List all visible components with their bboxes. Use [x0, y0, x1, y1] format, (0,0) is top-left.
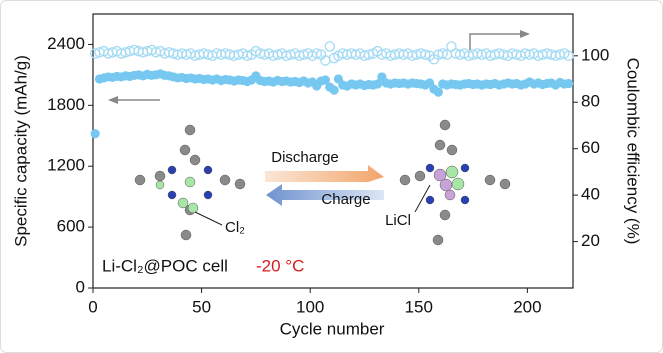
y-tick-label: 2400	[47, 34, 85, 53]
y-tick-label: 600	[57, 217, 85, 236]
capacity-point	[320, 75, 330, 85]
y2-tick-label: 100	[581, 45, 609, 64]
x-axis-title: Cycle number	[280, 319, 385, 338]
x-tick-label: 200	[513, 297, 541, 316]
pointer	[194, 211, 223, 226]
axis-arrow-left-head	[108, 96, 118, 104]
y2-tick-label: 20	[581, 231, 600, 250]
y2-tick-label: 40	[581, 185, 600, 204]
annotation: Li-Cl₂@POC cell	[102, 256, 228, 275]
x-tick-label: 0	[88, 297, 97, 316]
capacity-point	[90, 129, 100, 139]
x-tick-label: 50	[192, 297, 211, 316]
y-tick-label: 1200	[47, 156, 85, 175]
x-tick-label: 100	[296, 297, 324, 316]
capacity-point	[433, 87, 443, 97]
y2-axis-title: Coulombic efficiency (%)	[624, 58, 643, 245]
discharge-arrow	[265, 165, 384, 182]
charge-arrow	[266, 184, 384, 206]
efficiency-point	[241, 50, 253, 62]
efficiency-point	[563, 50, 574, 62]
efficiency-point	[324, 41, 335, 52]
axis-arrow-right-head	[520, 30, 530, 38]
pointer	[414, 184, 431, 213]
efficiency-point	[311, 48, 322, 59]
annotation: Discharge	[271, 149, 339, 166]
y-axis-title: Specific capacity (mAh/g)	[11, 55, 30, 247]
capacity-point	[372, 79, 383, 89]
efficiency-point	[420, 49, 431, 60]
y2-tick-label: 80	[581, 92, 600, 111]
y-tick-label: 0	[76, 277, 85, 296]
x-tick-label: 150	[405, 297, 433, 316]
capacity-point	[329, 85, 339, 95]
efficiency-point	[363, 49, 375, 60]
y2-tick-label: 60	[581, 138, 600, 157]
axis-arrow-right	[469, 33, 525, 50]
annotation: Charge	[321, 191, 370, 208]
y-tick-label: 1800	[47, 95, 85, 114]
efficiency-point	[437, 48, 448, 59]
annotation: -20 °C	[256, 256, 304, 275]
plot-frame	[92, 13, 574, 289]
annotation: Cl₂	[225, 219, 245, 236]
molecule-cl2	[134, 124, 246, 241]
annotation: LiCl	[385, 212, 411, 229]
molecule-licl	[399, 119, 511, 246]
capacity-point	[564, 78, 574, 89]
